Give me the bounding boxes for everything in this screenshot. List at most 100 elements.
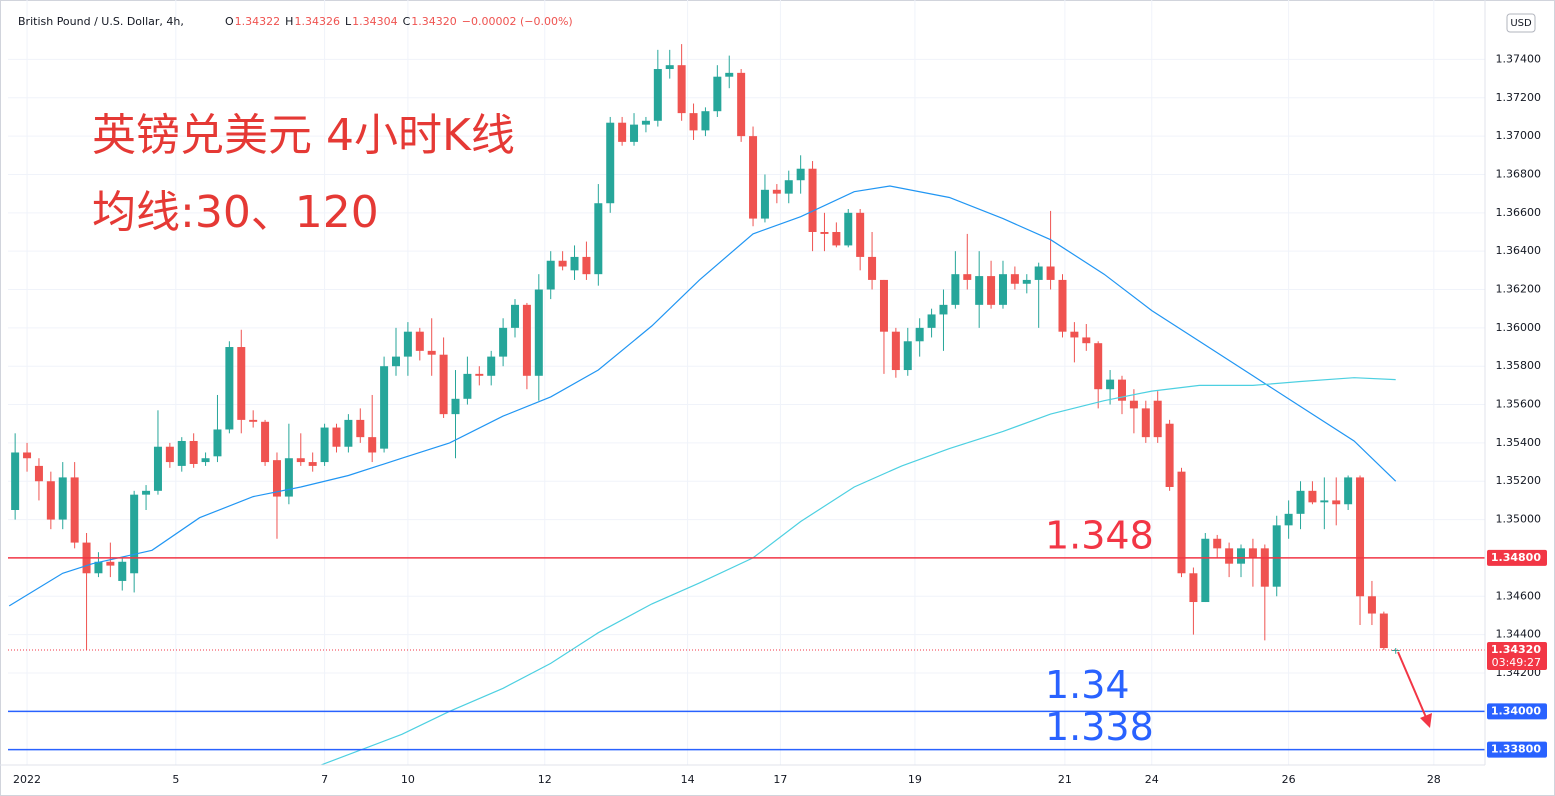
x-tick-label: 26 bbox=[1282, 773, 1296, 786]
ohlc-value: 1.34304 bbox=[352, 15, 398, 28]
candle-body bbox=[546, 260, 555, 290]
candle-body bbox=[927, 314, 936, 328]
candle-body bbox=[177, 440, 186, 466]
candle-body bbox=[737, 72, 746, 137]
x-tick-label: 19 bbox=[908, 773, 922, 786]
level-annotation: 1.348 bbox=[1045, 513, 1154, 557]
candle-body bbox=[296, 458, 305, 463]
candle-body bbox=[987, 276, 996, 305]
x-tick-label: 2022 bbox=[13, 773, 41, 786]
candle-body bbox=[1201, 538, 1210, 603]
candle-body bbox=[475, 373, 484, 376]
candle-body bbox=[142, 490, 151, 495]
candle-body bbox=[308, 462, 317, 466]
level-axis-box bbox=[1487, 741, 1547, 758]
candle-body bbox=[415, 331, 424, 351]
candle-body bbox=[1332, 500, 1341, 505]
ohlc-value: 1.34326 bbox=[294, 15, 340, 28]
candle-body bbox=[70, 477, 79, 543]
y-tick-label: 1.36200 bbox=[1496, 283, 1542, 296]
x-tick-label: 17 bbox=[773, 773, 787, 786]
candle-body bbox=[165, 446, 174, 463]
candle-body bbox=[749, 136, 758, 219]
candle-body bbox=[118, 561, 127, 581]
y-tick-label: 1.35400 bbox=[1496, 436, 1542, 449]
candle-body bbox=[665, 65, 674, 70]
candle-body bbox=[772, 189, 781, 194]
candle-body bbox=[641, 120, 650, 125]
candle-body bbox=[618, 122, 627, 142]
x-tick-label: 12 bbox=[538, 773, 552, 786]
candle-body bbox=[439, 354, 448, 415]
candle-body bbox=[427, 350, 436, 355]
candle-body bbox=[915, 327, 924, 342]
candle-body bbox=[1106, 379, 1115, 390]
arrow bbox=[1397, 651, 1429, 723]
ohlc-header: O 1.34322 H 1.34326 L 1.34304 C 1.34320 −0.00002… bbox=[225, 15, 573, 28]
candle-body bbox=[46, 481, 55, 520]
candle-body bbox=[653, 69, 662, 121]
candle-body bbox=[784, 180, 793, 194]
last-price-box bbox=[1487, 641, 1547, 670]
candle-body bbox=[1344, 477, 1353, 505]
candle-body bbox=[522, 304, 531, 376]
candle-body bbox=[201, 458, 210, 463]
x-tick-label: 14 bbox=[681, 773, 695, 786]
candle-body bbox=[689, 113, 698, 131]
y-tick-label: 1.37400 bbox=[1496, 52, 1542, 65]
y-tick-label: 1.34600 bbox=[1496, 589, 1542, 602]
candle-body bbox=[332, 427, 341, 447]
candle-body bbox=[939, 304, 948, 315]
candle-body bbox=[153, 446, 162, 491]
candle-body bbox=[1082, 337, 1091, 344]
candle-body bbox=[380, 366, 389, 449]
moving-average bbox=[8, 185, 1397, 607]
candle-body bbox=[1225, 548, 1234, 564]
candle-body bbox=[582, 256, 591, 275]
grid bbox=[8, 0, 1485, 765]
y-tick-label: 1.37000 bbox=[1496, 129, 1542, 142]
level-axis-box bbox=[1487, 703, 1547, 720]
candle-body bbox=[1379, 613, 1388, 649]
candle-body bbox=[249, 419, 258, 422]
candle-body bbox=[368, 437, 377, 453]
candle-body bbox=[1070, 331, 1079, 338]
x-tick-label: 24 bbox=[1145, 773, 1159, 786]
candle-body bbox=[760, 189, 769, 219]
candle-body bbox=[677, 65, 686, 114]
candle-body bbox=[23, 452, 32, 459]
candle-body bbox=[1022, 279, 1031, 284]
ohlc-label: H bbox=[285, 15, 293, 28]
candle-body bbox=[725, 72, 734, 77]
level-axis-label: 1.34000 bbox=[1491, 704, 1541, 717]
candle-body bbox=[891, 331, 900, 371]
candle-body bbox=[451, 398, 460, 415]
candle-body bbox=[832, 231, 841, 246]
change: −0.00002 (−0.00%) bbox=[462, 15, 573, 28]
candle-body bbox=[713, 76, 722, 112]
candle-body bbox=[320, 427, 329, 463]
x-tick-label: 5 bbox=[172, 773, 179, 786]
y-tick-label: 1.35800 bbox=[1496, 359, 1542, 372]
last-price-label: 1.34320 bbox=[1491, 643, 1541, 656]
candle-body bbox=[213, 429, 222, 457]
candle-body bbox=[1177, 471, 1186, 574]
candle-body bbox=[1308, 490, 1317, 503]
candle-body bbox=[11, 452, 20, 510]
x-tick-label: 21 bbox=[1058, 773, 1072, 786]
candle-body bbox=[463, 373, 472, 399]
x-tick-label: 7 bbox=[321, 773, 328, 786]
x-tick-label: 10 bbox=[401, 773, 415, 786]
candle-body bbox=[499, 327, 508, 357]
ohlc-value: 1.34320 bbox=[411, 15, 457, 28]
y-tick-label: 1.36400 bbox=[1496, 244, 1542, 257]
candle-body bbox=[94, 561, 103, 574]
candle-body bbox=[903, 341, 912, 371]
candle-body bbox=[1010, 274, 1019, 284]
candle-body bbox=[1367, 596, 1376, 614]
currency: USD bbox=[1510, 18, 1532, 29]
candle-body bbox=[1094, 343, 1103, 390]
candle-body bbox=[1058, 279, 1067, 332]
